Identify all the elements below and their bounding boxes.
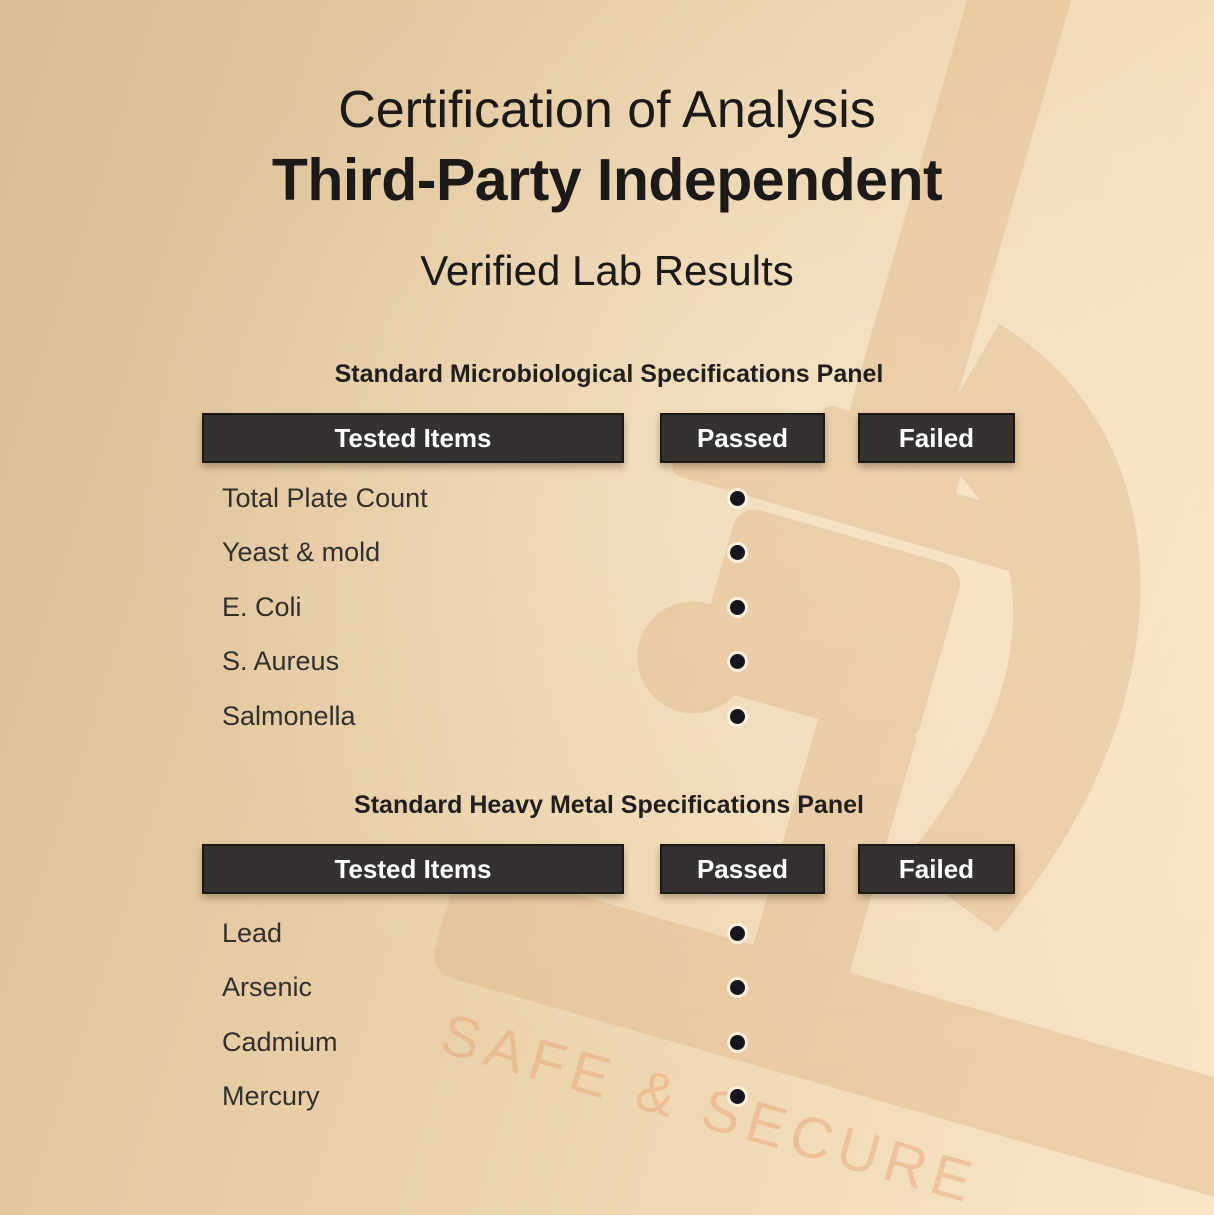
passed-dot (730, 980, 745, 996)
table-row: Salmonella (202, 689, 1016, 744)
table-header-row: Tested Items Passed Failed (202, 844, 1016, 894)
tested-item-label: E. Coli (222, 591, 302, 622)
passed-dot (730, 545, 745, 561)
passed-dot (730, 925, 745, 941)
table-body: Total Plate Count Yeast & mold E. Coli S. A… (202, 471, 1016, 744)
table-row: Mercury (202, 1070, 1016, 1125)
table-row: Lead (202, 906, 1016, 961)
column-header-passed: Passed (660, 844, 825, 894)
passed-cell (660, 545, 825, 561)
title-line-1: Certification of Analysis (338, 81, 876, 139)
column-header-tested-items: Tested Items (202, 413, 624, 463)
passed-cell (660, 980, 825, 996)
panel-title-microbiological: Standard Microbiological Specifications … (334, 360, 884, 388)
tested-item-label: S. Aureus (222, 646, 340, 677)
title-line-3: Verified Lab Results (420, 247, 794, 294)
panel-title-heavy-metal: Standard Heavy Metal Specifications Pane… (354, 791, 864, 819)
passed-dot (730, 708, 745, 724)
column-header-failed: Failed (858, 844, 1015, 894)
table-row: Yeast & mold (202, 526, 1016, 581)
table-row: Cadmium (202, 1015, 1016, 1070)
table-row: Arsenic (202, 961, 1016, 1016)
column-header-passed: Passed (660, 413, 825, 463)
tested-item-label: Lead (222, 917, 283, 948)
passed-cell (660, 925, 825, 941)
column-header-tested-items: Tested Items (202, 844, 624, 894)
passed-cell (660, 654, 825, 670)
passed-cell (660, 1034, 825, 1050)
tested-item-label: Salmonella (222, 700, 356, 731)
tested-item-label: Mercury (222, 1081, 320, 1112)
column-header-failed: Failed (858, 413, 1015, 463)
passed-dot (730, 599, 745, 615)
tested-item-label: Arsenic (222, 972, 313, 1003)
table-row: S. Aureus (202, 635, 1016, 690)
table-body: Lead Arsenic Cadmium Mercury (202, 906, 1016, 1124)
title-line-2: Third-Party Independent (271, 147, 943, 213)
tested-item-label: Cadmium (222, 1026, 338, 1057)
passed-dot (730, 490, 745, 506)
table-header-row: Tested Items Passed Failed (202, 413, 1016, 463)
passed-cell (660, 490, 825, 506)
table-row: E. Coli (202, 580, 1016, 635)
passed-dot (730, 1034, 745, 1050)
passed-dot (730, 654, 745, 670)
microbiological-panel: Standard Microbiological Specifications … (202, 360, 1016, 744)
table-row: Total Plate Count (202, 471, 1016, 526)
passed-cell (660, 1089, 825, 1105)
passed-cell (660, 708, 825, 724)
passed-cell (660, 599, 825, 615)
tested-item-label: Yeast & mold (222, 537, 381, 568)
heavy-metal-panel: Standard Heavy Metal Specifications Pane… (202, 791, 1016, 1124)
passed-dot (730, 1089, 745, 1105)
tested-item-label: Total Plate Count (222, 482, 428, 513)
